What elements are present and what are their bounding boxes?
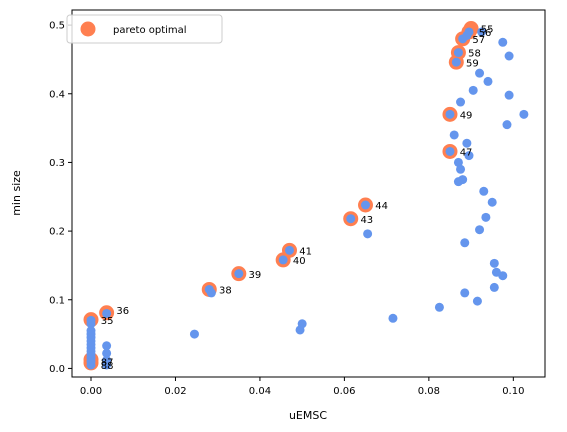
x-tick-label: 0.06	[333, 386, 355, 397]
y-tick-label: 0.5	[49, 21, 65, 32]
data-point	[453, 157, 463, 167]
point-annotation: 58	[468, 49, 481, 60]
data-point	[472, 296, 482, 306]
legend-marker	[80, 21, 96, 37]
data-point	[460, 238, 470, 248]
point-annotation: 59	[466, 58, 479, 69]
data-point	[489, 258, 499, 268]
data-point	[475, 225, 485, 235]
x-axis-label: uEMSC	[289, 409, 327, 422]
point-annotation: 88	[101, 361, 114, 372]
data-point	[451, 57, 461, 67]
data-point	[445, 146, 455, 156]
data-point	[102, 308, 112, 318]
data-point	[460, 288, 470, 298]
data-point	[346, 214, 356, 224]
data-points	[86, 27, 529, 370]
y-tick-label: 0.4	[49, 89, 65, 100]
point-annotation: 40	[293, 256, 306, 267]
data-point	[489, 282, 499, 292]
legend-label: pareto optimal	[113, 25, 187, 36]
data-point	[498, 271, 508, 281]
y-tick-label: 0.0	[49, 364, 65, 375]
x-tick-label: 0.10	[502, 386, 524, 397]
point-annotation: 36	[116, 306, 129, 317]
data-point	[361, 200, 371, 210]
data-point	[504, 90, 514, 100]
x-tick-label: 0.00	[80, 386, 102, 397]
x-tick-label: 0.02	[164, 386, 186, 397]
data-point	[189, 329, 199, 339]
y-axis-label: min size	[10, 170, 23, 216]
data-point	[445, 109, 455, 119]
data-point	[278, 255, 288, 265]
data-point	[449, 130, 459, 140]
data-point	[388, 313, 398, 323]
data-point	[102, 348, 112, 358]
point-annotation: 35	[101, 316, 114, 327]
data-point	[462, 138, 472, 148]
data-point	[464, 27, 474, 37]
point-annotation: 38	[219, 286, 232, 297]
data-point	[477, 27, 487, 37]
legend: pareto optimal	[66, 14, 223, 44]
data-point	[504, 51, 514, 61]
data-point	[487, 197, 497, 207]
data-point	[475, 68, 485, 78]
data-point	[483, 76, 493, 86]
data-point	[456, 97, 466, 107]
data-point	[297, 319, 307, 329]
data-point	[206, 288, 216, 298]
y-tick-label: 0.3	[49, 158, 65, 169]
data-point	[102, 355, 112, 365]
point-annotation: 56	[479, 28, 492, 39]
x-tick-label: 0.08	[418, 386, 440, 397]
point-annotation: 43	[360, 215, 373, 226]
data-point	[284, 245, 294, 255]
x-axis-ticks: 0.00 0.02 0.04 0.06 0.08 0.10	[80, 377, 524, 397]
point-annotation: 87	[101, 358, 114, 369]
data-point	[453, 48, 463, 58]
point-annotation: 47	[460, 148, 473, 159]
point-annotation: 57	[472, 35, 485, 46]
point-annotation: 41	[299, 246, 312, 257]
point-annotation: 55	[481, 25, 494, 36]
data-point	[458, 175, 468, 185]
data-point	[363, 229, 373, 239]
data-point	[86, 326, 96, 336]
data-point	[102, 341, 112, 351]
point-annotation: 49	[460, 110, 473, 121]
data-point	[481, 212, 491, 222]
y-tick-label: 0.2	[49, 227, 65, 238]
data-point	[234, 269, 244, 279]
data-point	[86, 315, 96, 325]
legend-box	[66, 14, 223, 44]
data-point	[502, 120, 512, 130]
data-point	[468, 85, 478, 95]
data-point	[519, 109, 529, 119]
point-annotation: 44	[375, 201, 388, 212]
data-point	[479, 186, 489, 196]
data-point	[464, 151, 474, 161]
plot-frame	[71, 9, 546, 378]
data-point	[456, 164, 466, 174]
x-tick-label: 0.04	[249, 386, 271, 397]
data-point	[498, 37, 508, 47]
point-annotation: 39	[249, 270, 262, 281]
y-tick-label: 0.1	[49, 295, 65, 306]
data-point	[434, 302, 444, 312]
